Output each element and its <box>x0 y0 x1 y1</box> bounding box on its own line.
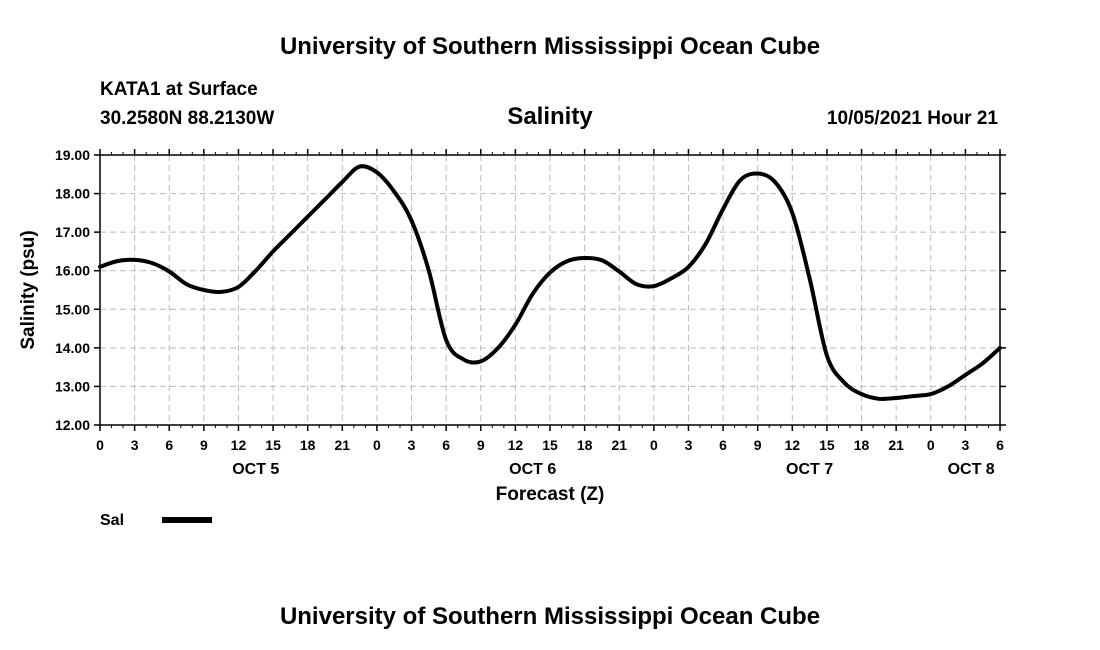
forecast-datetime: 10/05/2021 Hour 21 <box>827 108 999 129</box>
x-tick-label: 15 <box>542 437 558 453</box>
day-labels: OCT 5 OCT 6 OCT 7 OCT 8 <box>232 461 995 478</box>
x-tick-label: 9 <box>754 437 762 453</box>
x-tick-label: 18 <box>577 437 593 453</box>
x-tick-label: 9 <box>200 437 208 453</box>
bottom-title: University of Southern Mississippi Ocean… <box>280 603 820 630</box>
legend-label-sal: Sal <box>100 512 124 529</box>
legend: Sal <box>100 512 212 529</box>
x-axis-label: Forecast (Z) <box>496 484 605 505</box>
x-tick-label: 6 <box>996 437 1004 453</box>
x-tick-label: 21 <box>335 437 351 453</box>
x-axis: 0 3 6 9 12 15 18 21 0 3 6 9 12 15 18 21 0 3 6 9 12 15 18 21 0 3 6 <box>96 149 1004 453</box>
y-tick-label: 18.00 <box>55 186 90 202</box>
x-tick-label: 0 <box>927 437 935 453</box>
x-tick-label: 6 <box>165 437 173 453</box>
x-tick-label: 12 <box>231 437 247 453</box>
station-coords: 30.2580N 88.2130W <box>100 108 274 129</box>
x-tick-label: 3 <box>408 437 416 453</box>
x-tick-label: 6 <box>719 437 727 453</box>
x-tick-label: 12 <box>785 437 801 453</box>
x-tick-label: 3 <box>131 437 139 453</box>
x-tick-label: 0 <box>650 437 658 453</box>
x-tick-label: 0 <box>96 437 104 453</box>
x-tick-label: 21 <box>611 437 627 453</box>
station-label: KATA1 at Surface <box>100 79 258 100</box>
x-tick-label: 9 <box>477 437 485 453</box>
x-tick-label: 12 <box>508 437 524 453</box>
y-tick-label: 13.00 <box>55 378 90 394</box>
y-tick-label: 17.00 <box>55 224 90 240</box>
day-label: OCT 8 <box>948 461 995 478</box>
y-axis: 12.00 13.00 14.00 15.00 16.00 17.00 18.00 19.00 <box>55 147 1006 433</box>
day-label: OCT 6 <box>509 461 556 478</box>
grid-lines <box>100 155 1000 425</box>
x-tick-label: 21 <box>888 437 904 453</box>
y-tick-label: 19.00 <box>55 147 90 163</box>
series-line-sal <box>98 164 1002 401</box>
y-tick-label: 16.00 <box>55 263 90 279</box>
chart-title: Salinity <box>507 103 593 130</box>
x-tick-label: 6 <box>442 437 450 453</box>
day-label: OCT 7 <box>786 461 833 478</box>
x-tick-label: 0 <box>373 437 381 453</box>
x-tick-label: 15 <box>265 437 281 453</box>
x-tick-label: 3 <box>961 437 969 453</box>
y-tick-label: 15.00 <box>55 301 90 317</box>
y-tick-label: 12.00 <box>55 417 90 433</box>
x-tick-label: 18 <box>300 437 316 453</box>
y-axis-label: Salinity (psu) <box>18 230 39 349</box>
x-tick-label: 15 <box>819 437 835 453</box>
y-tick-label: 14.00 <box>55 340 90 356</box>
x-tick-label: 18 <box>854 437 870 453</box>
top-title: University of Southern Mississippi Ocean… <box>280 33 820 60</box>
day-label: OCT 5 <box>232 461 279 478</box>
x-tick-label: 3 <box>685 437 693 453</box>
